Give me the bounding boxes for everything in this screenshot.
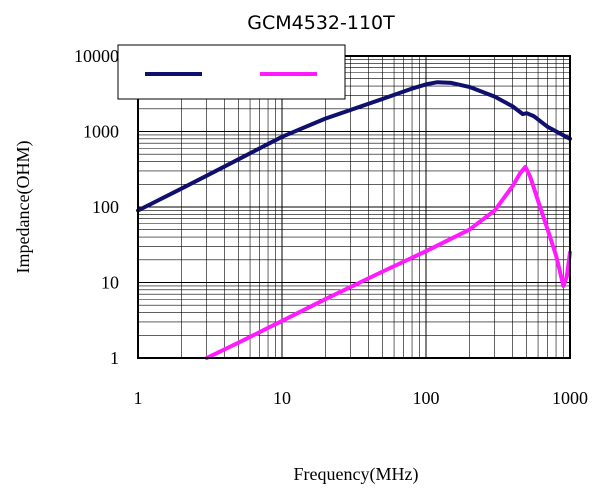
y-tick-label: 100 [92,197,119,217]
legend [117,44,346,100]
series-line-2 [204,164,572,360]
tick-labels: 1 10 100 1000 1 10 100 1000 10000 [74,46,588,408]
x-tick-label: 1 [134,388,143,408]
y-tick-label: 1000 [83,122,119,142]
x-tick-label: 10 [273,388,291,408]
plot-frame [137,55,571,359]
x-tick-label: 1000 [552,388,588,408]
y-axis-label: Impedance(OHM) [13,141,34,274]
series-lines [136,80,572,360]
series-line-1 [136,80,572,213]
y-tick-label: 10 [101,273,119,293]
x-tick-label: 100 [413,388,440,408]
x-axis-label: Frequency(MHz) [294,464,419,485]
y-tick-label: 1 [110,348,119,368]
y-tick-label: 10000 [74,46,119,66]
chart-title: GCM4532-110T [247,12,395,34]
